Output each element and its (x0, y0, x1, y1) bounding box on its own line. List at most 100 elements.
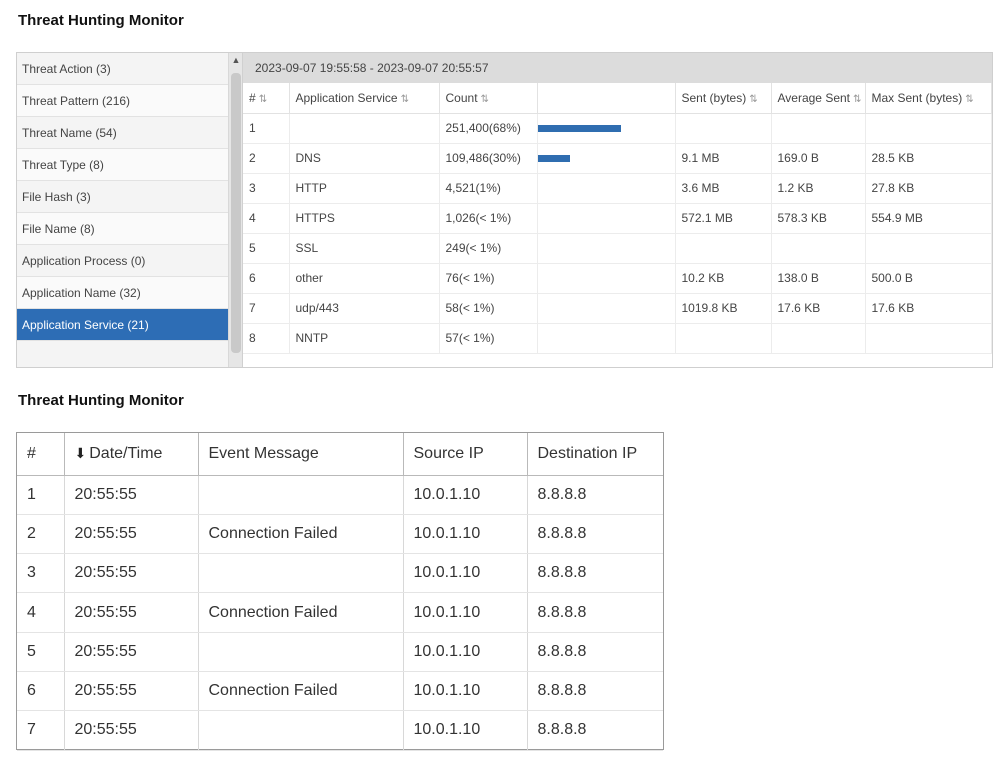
average-sent: 17.6 KB (771, 293, 866, 324)
table-row[interactable]: 7 udp/443 58(< 1%) 1019.8 KB 17.6 KB 17.6 KB (243, 293, 992, 324)
row-number: 1 (17, 475, 65, 515)
application-service: other (289, 263, 440, 294)
count-bar (537, 125, 622, 133)
table-row[interactable]: 3 HTTP 4,521(1%) 3.6 MB 1.2 KB 27.8 KB (243, 173, 992, 204)
destination-ip: 8.8.8.8 (527, 671, 663, 712)
average-sent (771, 233, 866, 264)
column-header-1[interactable]: Application Service ⇅ (289, 83, 440, 114)
average-sent: 1.2 KB (771, 173, 866, 204)
column-header-5[interactable]: Average Sent ⇅ (771, 83, 866, 114)
sort-icon[interactable]: ⇅ (400, 93, 409, 105)
events-column-0[interactable]: # (17, 433, 65, 476)
events-table: # ⬇ Date/Time Event Message Source IP Destina… (17, 433, 663, 751)
application-service: NNTP (289, 323, 440, 354)
service-content: 2023-09-07 19:55:58 - 2023-09-07 20:55:5… (243, 53, 992, 367)
average-sent: 578.3 KB (771, 203, 866, 234)
sent-bytes: 10.2 KB (675, 263, 772, 294)
sidebar-scrollbar[interactable]: ▲ (229, 53, 243, 367)
time-range-label: 2023-09-07 19:55:58 - 2023-09-07 20:55:5… (243, 53, 992, 83)
table-row[interactable]: 2 20:55:55 Connection Failed 10.0.1.10 8.8.8… (17, 514, 663, 555)
application-service: SSL (289, 233, 440, 264)
column-header-0[interactable]: # ⇅ (243, 83, 290, 114)
column-label: Average Sent (777, 90, 851, 105)
service-table-header: # ⇅ Application Service ⇅ Count ⇅ Sent (bytes)… (243, 83, 992, 114)
count-value: 76(< 1%) (439, 263, 538, 294)
column-header-4[interactable]: Sent (bytes) ⇅ (675, 83, 772, 114)
sidebar-item-application-name[interactable]: Application Name (32) (17, 277, 228, 309)
source-ip: 10.0.1.10 (403, 671, 528, 712)
source-ip: 10.0.1.10 (403, 710, 528, 751)
events-column-3[interactable]: Source IP (403, 433, 528, 476)
events-column-1[interactable]: ⬇ Date/Time (64, 433, 199, 476)
destination-ip: 8.8.8.8 (527, 592, 663, 633)
column-header-6[interactable]: Max Sent (bytes) ⇅ (865, 83, 992, 114)
table-row[interactable]: 7 20:55:55 10.0.1.10 8.8.8.8 (17, 710, 663, 751)
sidebar-item-threat-pattern[interactable]: Threat Pattern (216) (17, 85, 228, 117)
count-bar-cell (537, 203, 676, 234)
sort-icon[interactable]: ⇅ (853, 93, 862, 105)
row-number: 2 (243, 143, 290, 174)
count-bar (537, 155, 570, 163)
sort-descending-icon[interactable]: ⬇ (74, 444, 87, 461)
sidebar-item-file-name[interactable]: File Name (8) (17, 213, 228, 245)
destination-ip: 8.8.8.8 (527, 710, 663, 751)
sent-bytes: 572.1 MB (675, 203, 772, 234)
table-row[interactable]: 4 20:55:55 Connection Failed 10.0.1.10 8.8.8… (17, 592, 663, 633)
event-message (198, 632, 404, 672)
max-sent (865, 113, 992, 144)
event-time: 20:55:55 (64, 710, 199, 751)
table-row[interactable]: 3 20:55:55 10.0.1.10 8.8.8.8 (17, 553, 663, 594)
sort-icon[interactable]: ⇅ (258, 93, 268, 105)
table-row[interactable]: 1 251,400(68%) (243, 113, 992, 144)
table-row[interactable]: 2 DNS 109,486(30%) 9.1 MB 169.0 B 28.5 KB (243, 143, 992, 174)
average-sent (771, 323, 866, 354)
count-bar-cell (537, 263, 676, 294)
application-service: DNS (289, 143, 440, 174)
table-row[interactable]: 1 20:55:55 10.0.1.10 8.8.8.8 (17, 475, 663, 515)
table-row[interactable]: 8 NNTP 57(< 1%) (243, 323, 992, 354)
destination-ip: 8.8.8.8 (527, 553, 663, 594)
event-message: Connection Failed (198, 671, 404, 712)
event-time: 20:55:55 (64, 671, 199, 712)
count-value: 251,400(68%) (439, 113, 538, 144)
events-column-2[interactable]: Event Message (198, 433, 404, 476)
row-number: 5 (243, 233, 290, 264)
sidebar-item-application-process[interactable]: Application Process (0) (17, 245, 228, 277)
column-header-2[interactable]: Count ⇅ (439, 83, 538, 114)
sidebar-item-threat-action[interactable]: Threat Action (3) (17, 53, 228, 85)
sort-icon[interactable]: ⇅ (749, 93, 758, 105)
count-bar-cell (537, 113, 676, 144)
table-row[interactable]: 6 20:55:55 Connection Failed 10.0.1.10 8.8.8… (17, 671, 663, 712)
column-header-3[interactable] (537, 83, 676, 114)
sort-icon[interactable]: ⇅ (480, 93, 489, 105)
sort-icon[interactable]: ⇅ (965, 93, 974, 105)
table-row[interactable]: 5 SSL 249(< 1%) (243, 233, 992, 264)
sidebar-item-threat-type[interactable]: Threat Type (8) (17, 149, 228, 181)
scroll-up-icon[interactable]: ▲ (231, 55, 241, 65)
source-ip: 10.0.1.10 (403, 592, 528, 633)
row-number: 7 (17, 710, 65, 751)
sidebar-item-threat-name[interactable]: Threat Name (54) (17, 117, 228, 149)
max-sent: 554.9 MB (865, 203, 992, 234)
scrollbar-thumb[interactable] (231, 73, 241, 353)
source-ip: 10.0.1.10 (403, 475, 528, 515)
bottom-panel-title: Threat Hunting Monitor (18, 392, 184, 409)
event-time: 20:55:55 (64, 514, 199, 555)
row-number: 5 (17, 632, 65, 672)
sidebar-item-file-hash[interactable]: File Hash (3) (17, 181, 228, 213)
table-row[interactable]: 4 HTTPS 1,026(< 1%) 572.1 MB 578.3 KB 554.9 M… (243, 203, 992, 234)
sidebar-item-application-service[interactable]: Application Service (21) (17, 309, 228, 341)
event-message (198, 475, 404, 515)
table-row[interactable]: 5 20:55:55 10.0.1.10 8.8.8.8 (17, 632, 663, 672)
events-column-label: Event Message (208, 444, 319, 462)
sent-bytes: 3.6 MB (675, 173, 772, 204)
column-label: # (249, 90, 256, 105)
count-bar-cell (537, 233, 676, 264)
events-column-4[interactable]: Destination IP (527, 433, 663, 476)
row-number: 1 (243, 113, 290, 144)
table-row[interactable]: 6 other 76(< 1%) 10.2 KB 138.0 B 500.0 B (243, 263, 992, 294)
row-number: 4 (243, 203, 290, 234)
top-panel-title: Threat Hunting Monitor (18, 12, 184, 29)
row-number: 6 (17, 671, 65, 712)
row-number: 7 (243, 293, 290, 324)
